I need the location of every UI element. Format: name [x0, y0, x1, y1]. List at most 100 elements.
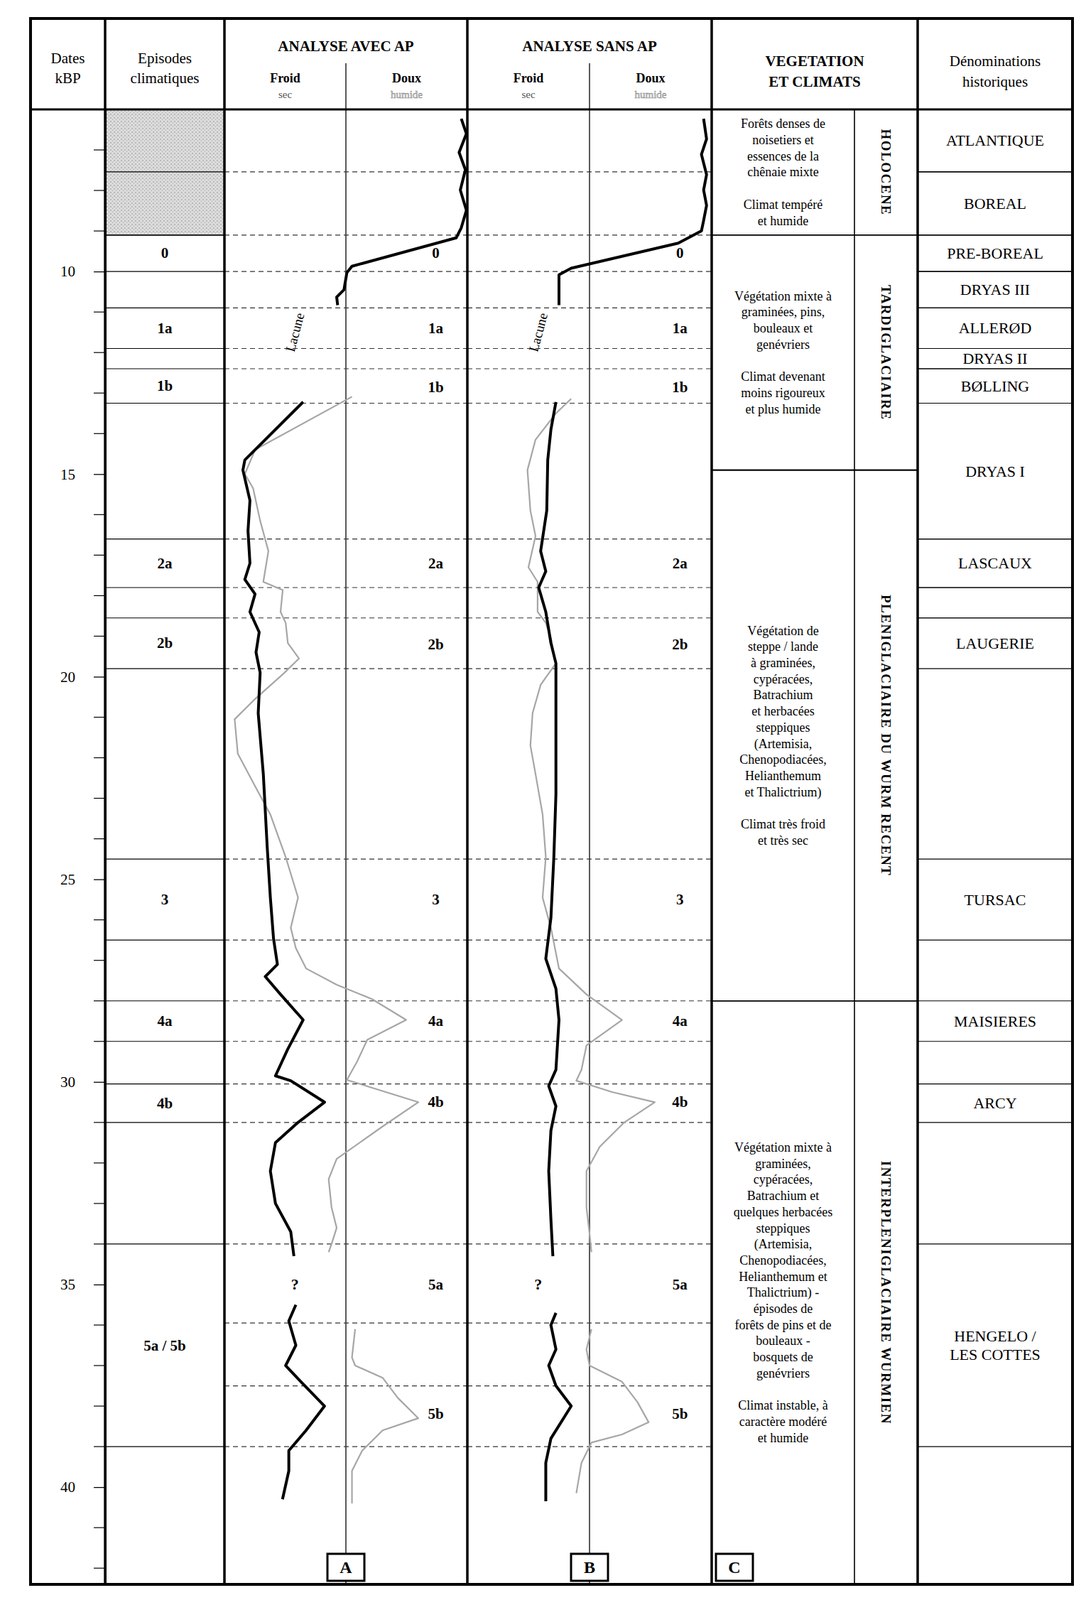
- vegetation-text: genévriers: [756, 337, 810, 352]
- tick: 30: [60, 1073, 106, 1091]
- panel-divider: [345, 63, 346, 1584]
- boundary: [224, 538, 468, 540]
- episode-edge: [105, 1000, 225, 1001]
- episode-label: 2b: [427, 635, 444, 653]
- denomination-edge: [917, 348, 1073, 349]
- vegetation-text: graminées, pins,: [741, 304, 825, 319]
- minor-tick: [93, 514, 106, 515]
- minor-tick: [93, 838, 106, 839]
- minor-tick: [93, 1527, 106, 1528]
- period-edge: [711, 469, 918, 471]
- panel-letter-box: [327, 1553, 365, 1581]
- legend-label: Doux: [392, 71, 422, 86]
- tick-label: 25: [60, 870, 76, 888]
- denomination-label: DRYAS I: [965, 462, 1025, 481]
- minor-tick: [93, 716, 106, 718]
- vegetation-text: (Artemisia,: [754, 1236, 812, 1252]
- denomination-label: BOREAL: [963, 194, 1027, 213]
- denomination-edge: [917, 586, 1073, 588]
- column-rule: [710, 18, 714, 1584]
- denomination-edge: [917, 858, 1073, 860]
- vegetation-text: noisetiers et: [752, 132, 814, 148]
- episode-label: 2b: [156, 634, 173, 652]
- period-name: INTERPLENIGLACIAIRE WURMIEN: [878, 1160, 894, 1425]
- vegetation-text: Forêts denses de: [740, 116, 826, 131]
- episode-label: 3: [161, 890, 170, 908]
- denomination-label: LAUGERIE: [956, 634, 1035, 653]
- boundary: [224, 1385, 468, 1386]
- episode-label: 0: [161, 244, 170, 262]
- vegetation-text: Batrachium et: [747, 1188, 819, 1203]
- boundary: [224, 586, 468, 588]
- minor-tick: [93, 1567, 106, 1569]
- tick: 15: [60, 465, 106, 483]
- minor-tick: [93, 433, 106, 434]
- minor-tick: [93, 919, 106, 920]
- tick-label: 15: [60, 465, 76, 483]
- column-title: Episodes: [137, 49, 192, 67]
- episode-edge: [105, 367, 225, 369]
- series-line: [538, 118, 707, 1501]
- vegetation-text: Climat très froid: [740, 816, 826, 832]
- episode-label: 5b: [427, 1404, 444, 1422]
- shaded-period: [105, 171, 225, 236]
- vegetation-text: chênaie mixte: [747, 164, 819, 179]
- minor-tick: [93, 230, 106, 231]
- denomination-edge: [917, 171, 1073, 172]
- column-rule: [103, 18, 107, 1584]
- period-name: TARDIGLACIAIRE: [878, 284, 894, 421]
- denomination-edge: [917, 617, 1073, 618]
- vegetation-text: Thalictrium) -: [747, 1284, 819, 1300]
- denomination-edge: [917, 402, 1073, 404]
- vegetation-text: Chenopodiacées,: [739, 1252, 827, 1268]
- minor-tick: [93, 554, 106, 556]
- denomination-edge: [917, 1083, 1073, 1084]
- episode-label: 4a: [672, 1012, 689, 1030]
- episode-label: 1a: [157, 319, 174, 337]
- tick: 10: [60, 262, 106, 280]
- period-edge: [711, 234, 918, 236]
- boundary: [224, 1322, 468, 1324]
- vegetation-text: steppe / lande: [747, 639, 819, 654]
- episode-label: 5a: [672, 1275, 689, 1293]
- minor-tick: [93, 1000, 106, 1001]
- vegetation-text: Chenopodiacées,: [739, 752, 827, 767]
- gap-label: ?: [291, 1274, 300, 1293]
- episode-edge: [105, 586, 225, 588]
- denomination-edge: [917, 538, 1073, 540]
- vegetation-text: et plus humide: [745, 402, 822, 417]
- denomination-edge: [917, 667, 1073, 669]
- column-rule: [853, 109, 856, 1584]
- episode-label: 1a: [428, 319, 444, 337]
- episode-label: 2a: [428, 554, 444, 572]
- boundary: [224, 234, 468, 236]
- boundary: [224, 307, 468, 309]
- denomination-label: PRE-BOREAL: [946, 244, 1044, 263]
- vegetation-text: Climat tempéré: [743, 197, 823, 212]
- minor-tick: [93, 1161, 106, 1163]
- tick-mark: [93, 271, 106, 273]
- panel-letter-box: [715, 1553, 753, 1581]
- gap-label: Lacune: [525, 311, 551, 354]
- minor-tick: [93, 352, 106, 354]
- boundary: [224, 617, 468, 618]
- tick-label: 35: [60, 1275, 76, 1293]
- vegetation-text: cypéracées,: [753, 671, 813, 687]
- episode-edge: [105, 1445, 225, 1447]
- denomination-edge: [917, 939, 1073, 941]
- legend-sublabel: sec: [278, 88, 292, 101]
- period-name: PLENIGLACIAIRE DU WURM RECENT: [878, 594, 894, 876]
- boundary: [467, 1000, 712, 1001]
- denomination-label: ARCY: [973, 1093, 1017, 1112]
- denomination-edge: [917, 367, 1073, 369]
- tick-label: 20: [60, 668, 76, 686]
- legend-label: Froid: [513, 71, 545, 86]
- boundary: [224, 858, 468, 860]
- episode-label: 4a: [428, 1012, 444, 1030]
- boundary: [467, 307, 712, 309]
- column-rule: [916, 18, 920, 1584]
- denomination-edge: [917, 171, 1073, 172]
- gap-label: ?: [534, 1274, 542, 1293]
- panel-title: ANALYSE AVEC AP: [277, 37, 415, 55]
- episode-label: 5b: [671, 1404, 688, 1422]
